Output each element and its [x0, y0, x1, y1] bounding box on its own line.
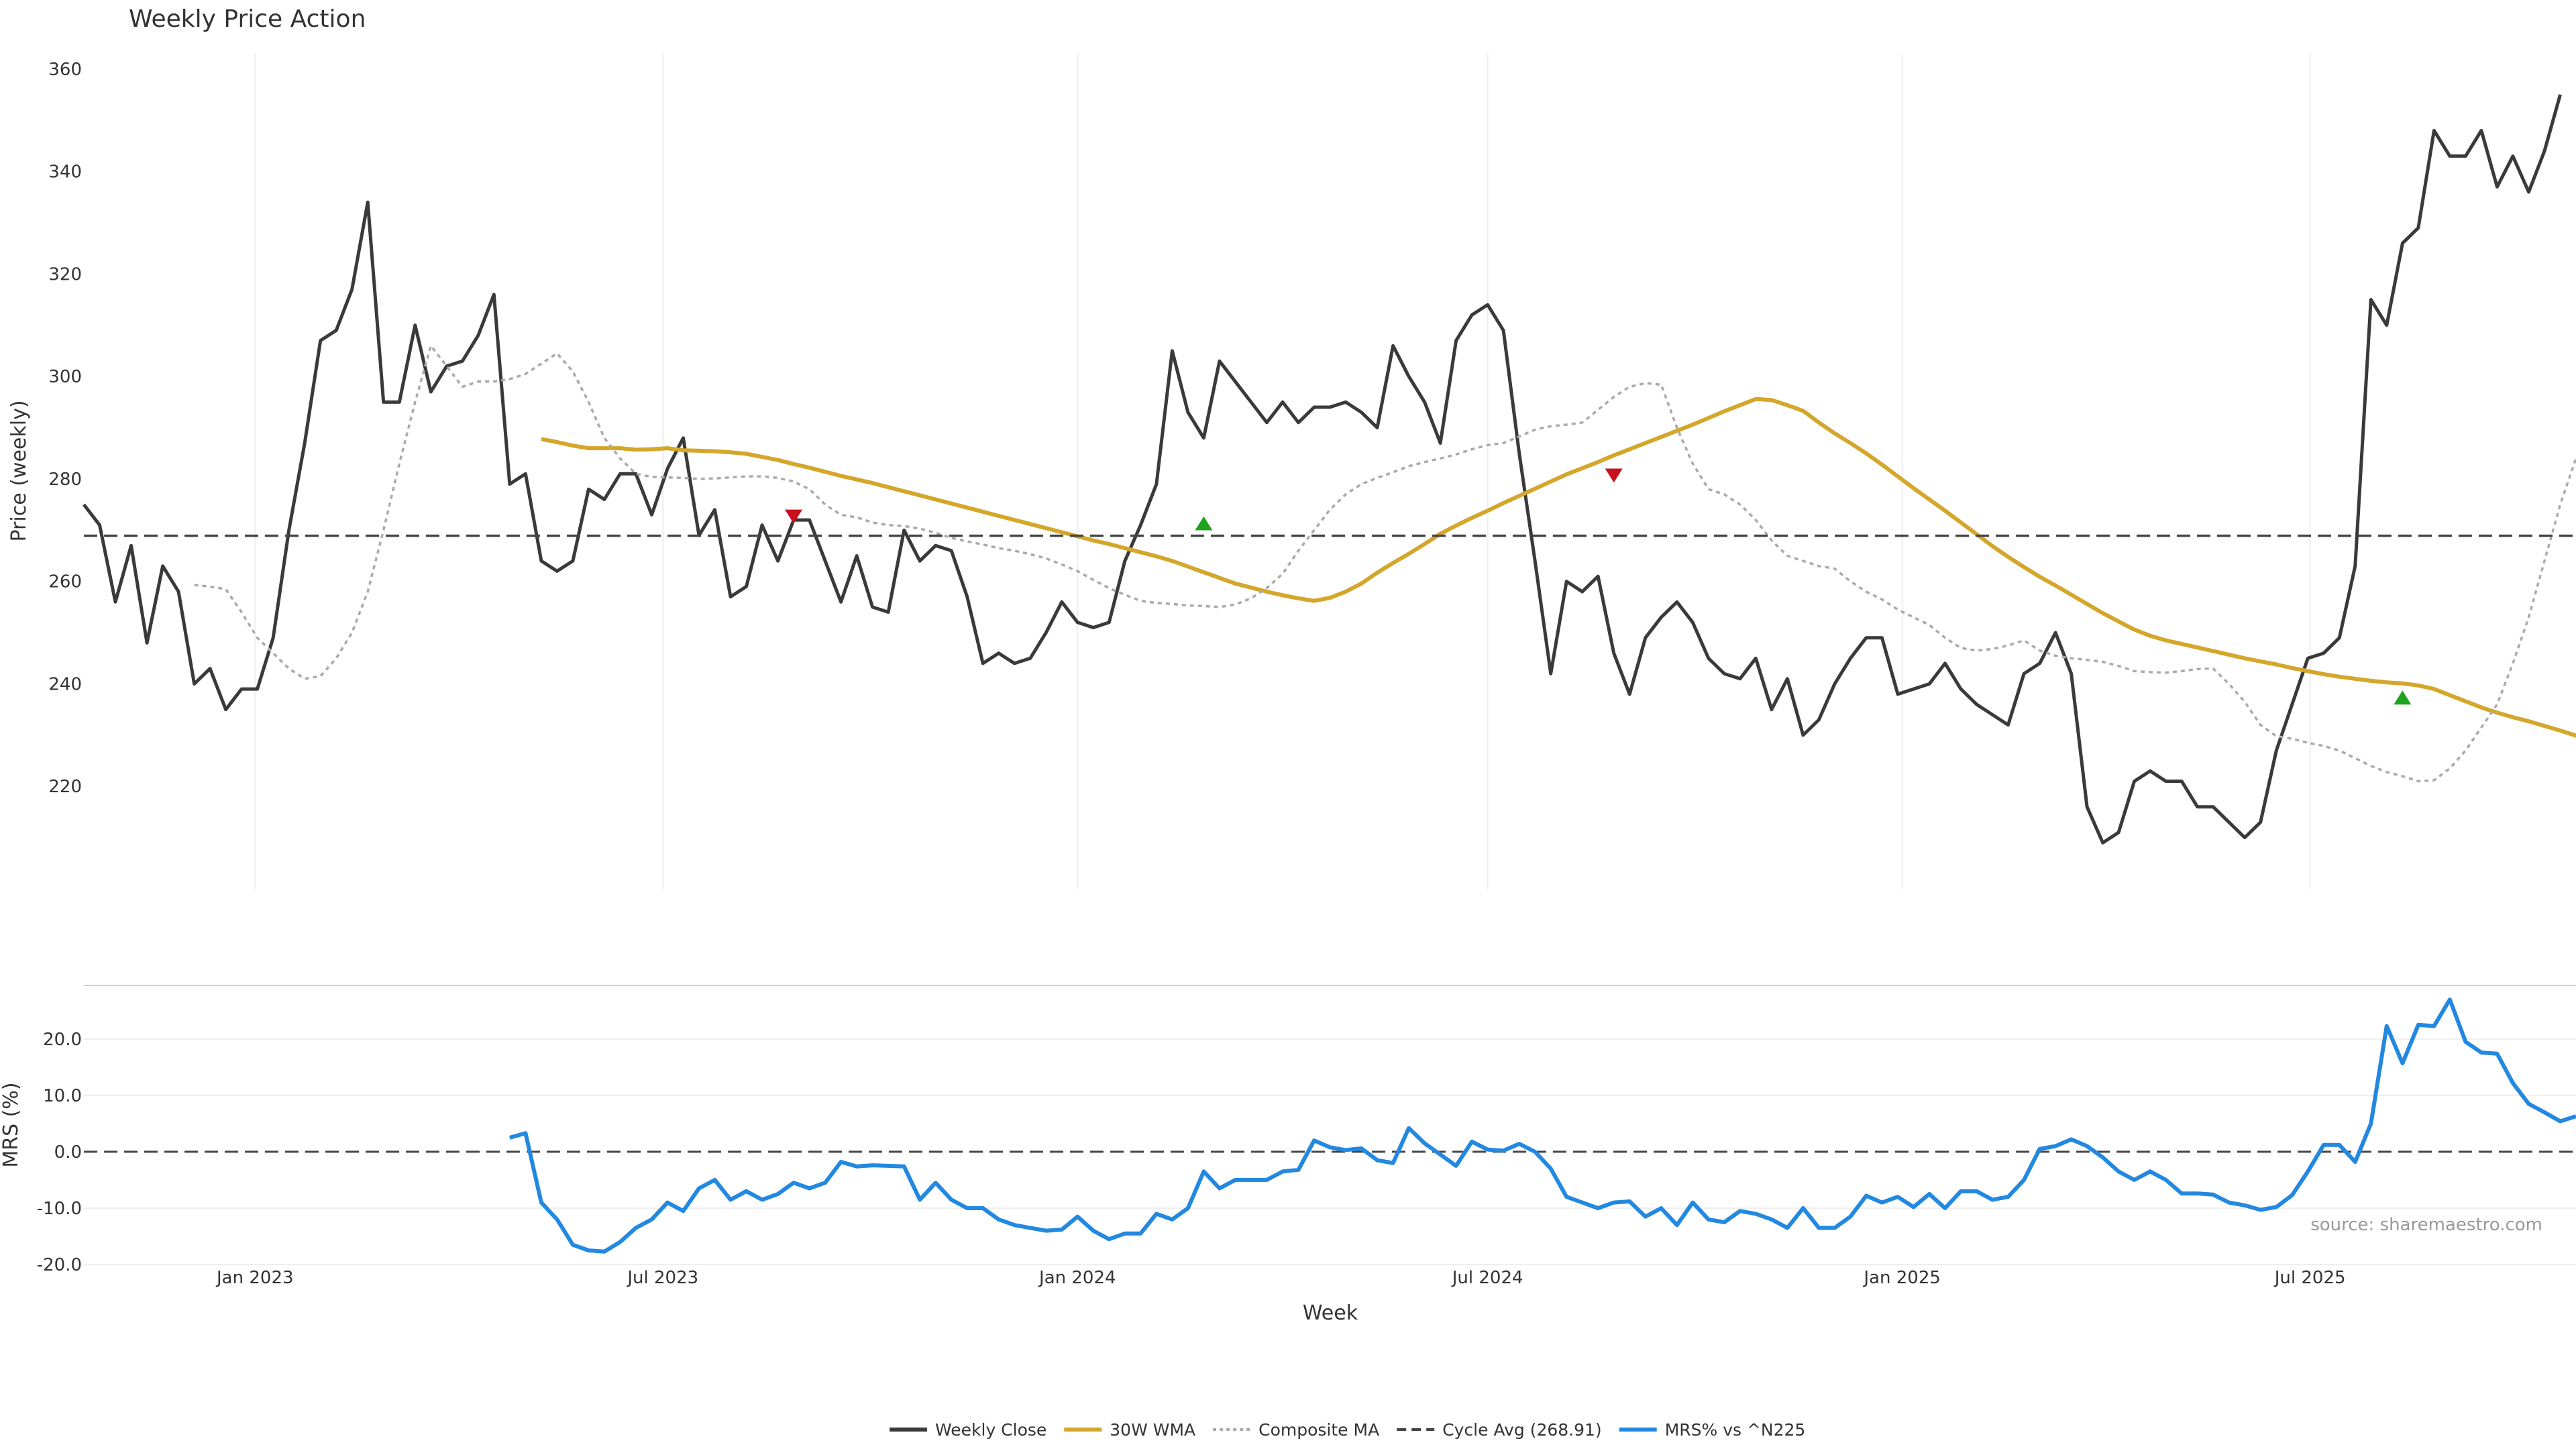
x-tick-label: Jul 2024 — [1451, 1268, 1523, 1288]
price-y-tick-label: 280 — [48, 470, 82, 490]
x-tick-label: Jan 2024 — [1038, 1268, 1116, 1288]
x-ticks: Jan 2023 Jul 2023 Jan 2024 Jul 2024 Jan 2025… — [215, 1268, 2346, 1288]
price-y-tick-label: 220 — [48, 777, 82, 797]
mrs-y-tick-label: 20.0 — [43, 1030, 82, 1050]
sell-signal-marker — [1605, 468, 1623, 483]
chart-title: Weekly Price Action — [129, 5, 366, 33]
mrs-line — [508, 998, 2576, 1254]
buy-signal-marker — [1195, 516, 1213, 531]
legend-label: MRS% vs ^N225 — [1665, 1420, 1806, 1440]
legend-label: Cycle Avg (268.91) — [1442, 1420, 1602, 1440]
mrs-y-ticks: 20.0 10.0 0.0 -10.0 -20.0 — [37, 1030, 82, 1275]
x-axis-label: Week — [1303, 1301, 1358, 1325]
mrs-series — [508, 998, 2576, 1254]
legend-label: Composite MA — [1258, 1420, 1379, 1440]
price-y-axis-label: Price (weekly) — [7, 400, 31, 541]
price-series — [83, 94, 2576, 845]
x-tick-label: Jul 2023 — [626, 1268, 698, 1288]
price-y-tick-label: 360 — [48, 60, 82, 80]
mrs-grid — [84, 1038, 2576, 1265]
legend: Weekly Close 30W WMA Composite MA Cycle Avg… — [890, 1420, 1805, 1440]
mrs-y-tick-label: -20.0 — [37, 1255, 82, 1275]
weekly-close-line — [83, 94, 2562, 845]
x-tick-label: Jul 2025 — [2273, 1268, 2346, 1288]
price-y-tick-label: 260 — [48, 572, 82, 592]
source-note: source: sharemaestro.com — [2310, 1215, 2542, 1235]
price-y-tick-label: 240 — [48, 674, 82, 694]
price-signals — [785, 468, 2412, 705]
30w-wma-line — [541, 396, 2576, 738]
legend-label: 30W WMA — [1110, 1420, 1195, 1440]
x-tick-label: Jan 2023 — [215, 1268, 294, 1288]
price-grid — [254, 54, 2311, 889]
price-y-ticks: 220 240 260 280 300 320 340 360 — [48, 60, 82, 797]
buy-signal-marker — [2394, 690, 2412, 705]
composite-ma-line — [194, 344, 2576, 783]
price-y-tick-label: 300 — [48, 367, 82, 387]
price-y-tick-label: 340 — [48, 162, 82, 182]
sell-signal-marker — [785, 509, 803, 524]
price-y-tick-label: 320 — [48, 264, 82, 284]
mrs-y-tick-label: -10.0 — [37, 1199, 82, 1219]
legend-label: Weekly Close — [935, 1420, 1046, 1440]
mrs-y-tick-label: 10.0 — [43, 1086, 82, 1106]
mrs-y-axis-label: MRS (%) — [0, 1082, 23, 1167]
mrs-y-tick-label: 0.0 — [54, 1142, 82, 1163]
x-tick-label: Jan 2025 — [1862, 1268, 1941, 1288]
